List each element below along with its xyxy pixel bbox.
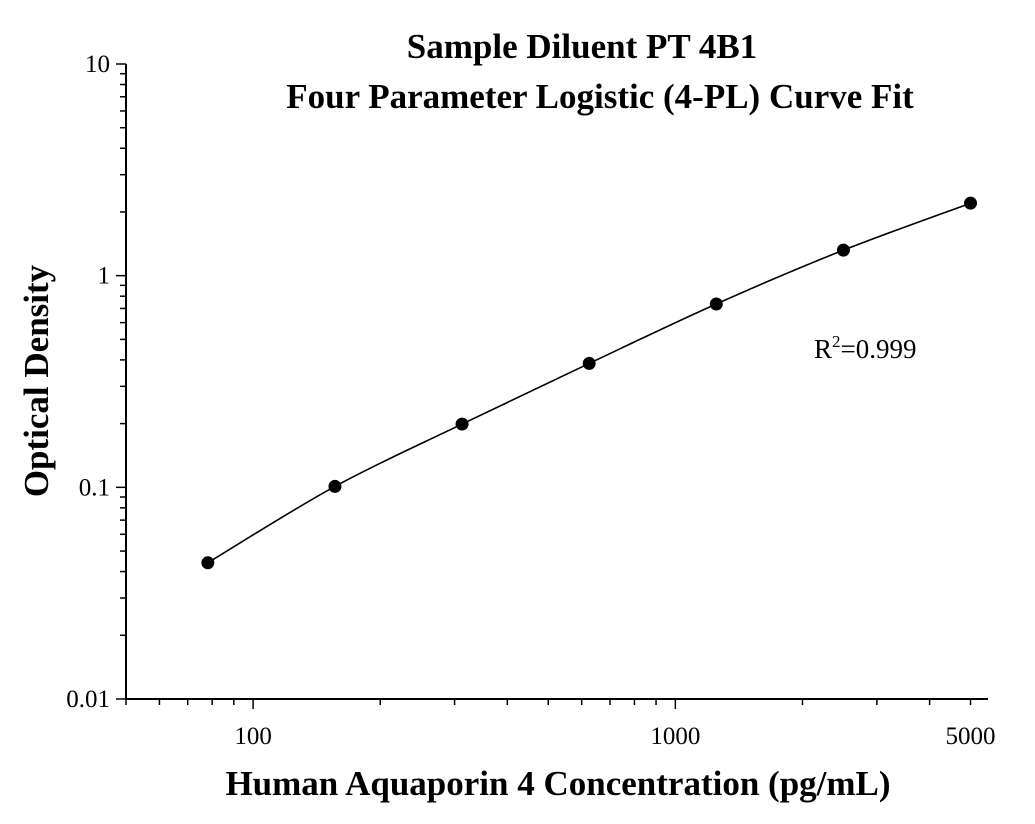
y-tick-label: 1 — [98, 263, 111, 290]
fit-curve — [207, 202, 971, 564]
r-squared-value: =0.999 — [841, 334, 917, 364]
data-point — [582, 356, 596, 370]
data-point — [455, 417, 469, 431]
fit-curve-layer — [207, 202, 971, 564]
x-axis-label: Human Aquaporin 4 Concentration (pg/mL) — [225, 764, 890, 803]
data-point — [328, 479, 342, 493]
axis-ticks: 0.01 0.1 1 10 100 1000 5000 — [66, 51, 995, 750]
x-tick-label: 1000 — [650, 723, 700, 750]
data-point — [201, 556, 215, 570]
data-point — [836, 243, 850, 257]
data-point — [709, 297, 723, 311]
y-axis-label: Optical Density — [17, 264, 56, 497]
data-point — [964, 196, 978, 210]
y-tick-label: 0.01 — [66, 686, 110, 713]
r-squared-base: R — [814, 334, 832, 364]
chart-subtitle: Four Parameter Logistic (4-PL) Curve Fit — [286, 77, 914, 116]
data-points — [201, 196, 978, 570]
r-squared-annotation: R2=0.999 — [814, 332, 917, 364]
y-tick-label: 10 — [85, 51, 110, 78]
chart-title: Sample Diluent PT 4B1 — [407, 27, 757, 66]
x-tick-label: 5000 — [946, 723, 996, 750]
plot-axes — [125, 64, 988, 700]
x-tick-label: 100 — [234, 723, 272, 750]
y-tick-label: 0.1 — [79, 474, 110, 501]
r-squared-superscript: 2 — [832, 332, 841, 351]
